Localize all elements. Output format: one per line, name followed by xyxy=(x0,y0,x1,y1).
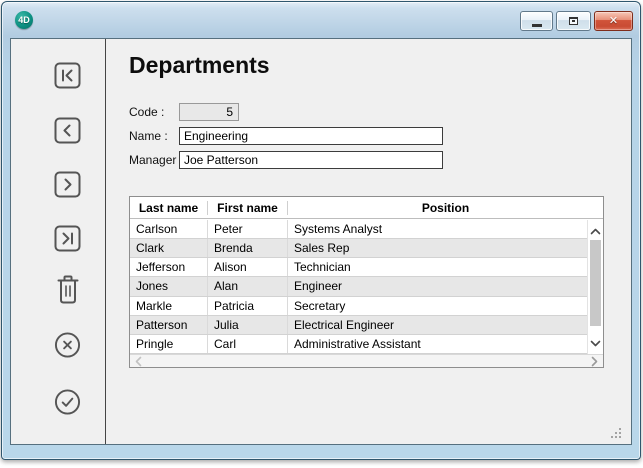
table-cell: Clark xyxy=(130,239,208,258)
table-row[interactable]: Jefferson Alison Technician xyxy=(130,258,587,278)
table-cell: Patterson xyxy=(130,315,208,334)
next-record-icon xyxy=(54,171,81,198)
restore-button[interactable] xyxy=(556,11,591,31)
code-label: Code : xyxy=(129,105,165,119)
restore-icon xyxy=(569,17,578,25)
scroll-up-icon xyxy=(590,228,601,234)
employees-table: Last name First name Position Carlson Pet… xyxy=(129,196,604,368)
window-controls: ✕ xyxy=(520,11,633,31)
table-cell: Sales Rep xyxy=(294,241,350,256)
column-header-position[interactable]: Position xyxy=(421,200,470,215)
table-body: Carlson Peter Systems Analyst Clark Brenda Sa… xyxy=(130,220,587,354)
page-title: Departments xyxy=(129,52,270,78)
vertical-scrollbar[interactable] xyxy=(587,220,603,354)
manager-field[interactable] xyxy=(179,151,443,169)
table-cell: Jones xyxy=(130,277,208,296)
horizontal-scrollbar[interactable] xyxy=(130,354,603,367)
last-record-button[interactable] xyxy=(54,225,81,252)
column-header-first-name[interactable]: First name xyxy=(208,200,288,215)
table-cell: Electrical Engineer xyxy=(294,317,395,332)
table-cell: Alison xyxy=(208,258,288,277)
code-field[interactable] xyxy=(179,103,239,121)
manager-label: Manager : xyxy=(129,153,184,167)
close-icon: ✕ xyxy=(608,14,619,27)
window-content: Departments Code : Name : Manager : Last… xyxy=(10,38,632,445)
table-cell: Jefferson xyxy=(130,258,208,277)
table-cell: Technician xyxy=(294,260,351,275)
table-cell: Brenda xyxy=(208,239,288,258)
4d-logo-icon: 4D xyxy=(15,11,33,29)
scroll-right-icon[interactable] xyxy=(591,356,598,367)
first-record-button[interactable] xyxy=(54,62,81,89)
cancel-button[interactable] xyxy=(54,331,81,359)
table-row[interactable]: Carlson Peter Systems Analyst xyxy=(130,220,587,240)
delete-record-button[interactable] xyxy=(54,274,81,305)
table-cell: Pringle xyxy=(130,334,208,353)
minimize-button[interactable] xyxy=(520,11,553,31)
column-header-last-name[interactable]: Last name xyxy=(130,200,208,215)
check-circle-icon xyxy=(54,389,81,415)
table-cell: Markle xyxy=(130,296,208,315)
titlebar[interactable]: 4D ✕ xyxy=(2,2,640,38)
table-row[interactable]: Markle Patricia Secretary xyxy=(130,296,587,316)
previous-record-button[interactable] xyxy=(54,117,81,144)
minimize-icon xyxy=(531,24,542,27)
vertical-scrollbar-thumb[interactable] xyxy=(590,240,601,326)
table-row[interactable]: Clark Brenda Sales Rep xyxy=(130,239,587,259)
app-window: 4D ✕ xyxy=(1,1,641,460)
table-cell: Carlson xyxy=(130,220,208,239)
name-label: Name : xyxy=(129,129,168,143)
form-pane: Departments Code : Name : Manager : Last… xyxy=(107,39,631,444)
scroll-down-icon xyxy=(590,340,601,346)
table-header: Last name First name Position xyxy=(130,197,603,219)
last-record-icon xyxy=(54,225,81,252)
table-row[interactable]: Jones Alan Engineer xyxy=(130,277,587,297)
table-row[interactable]: Pringle Carl Administrative Assistant xyxy=(130,334,587,354)
accept-button[interactable] xyxy=(54,388,81,416)
first-record-icon xyxy=(54,62,81,89)
close-button[interactable]: ✕ xyxy=(594,11,633,31)
trash-icon xyxy=(57,275,78,304)
table-cell: Administrative Assistant xyxy=(294,336,421,351)
table-cell: Julia xyxy=(208,315,288,334)
table-cell: Patricia xyxy=(208,296,288,315)
table-cell: Alan xyxy=(208,277,288,296)
record-nav-sidebar xyxy=(11,39,106,444)
scroll-left-icon[interactable] xyxy=(135,356,142,367)
table-cell: Peter xyxy=(208,220,288,239)
table-cell: Engineer xyxy=(294,279,343,294)
scroll-up-button[interactable] xyxy=(588,224,603,238)
previous-record-icon xyxy=(54,117,81,144)
name-field[interactable] xyxy=(179,127,443,145)
table-row[interactable]: Patterson Julia Electrical Engineer xyxy=(130,315,587,335)
cancel-circle-icon xyxy=(54,332,81,358)
table-cell: Systems Analyst xyxy=(294,222,383,237)
table-cell: Carl xyxy=(208,334,288,353)
table-cell: Secretary xyxy=(294,298,346,313)
resize-grip-icon[interactable] xyxy=(610,427,622,439)
next-record-button[interactable] xyxy=(54,171,81,198)
scroll-down-button[interactable] xyxy=(588,336,603,350)
